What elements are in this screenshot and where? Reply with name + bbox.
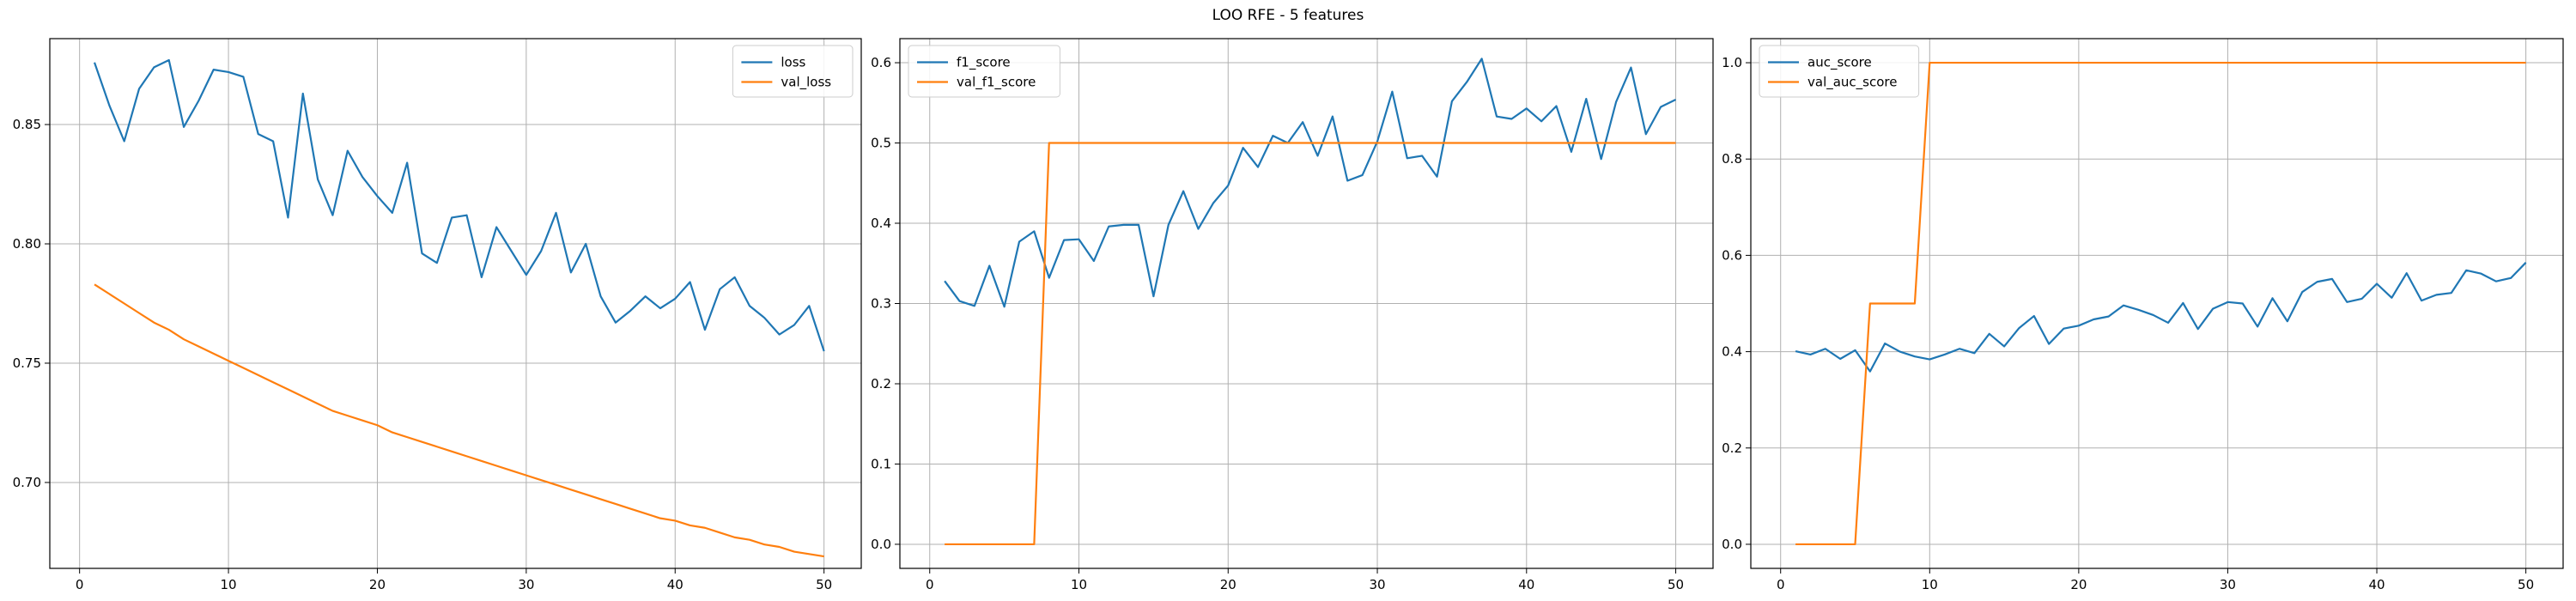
auc-score-x-tick-label: 40 bbox=[2368, 577, 2385, 592]
f1-score-y-tick-label: 0.0 bbox=[871, 537, 891, 552]
loss-y-tick-label: 0.80 bbox=[13, 236, 41, 252]
auc-score-x-tick-label: 0 bbox=[1777, 577, 1785, 592]
f1-score-x-tick-label: 30 bbox=[1369, 577, 1385, 592]
f1-score-y-tick-label: 0.4 bbox=[871, 216, 891, 231]
figure-title: LOO RFE - 5 features bbox=[1212, 7, 1364, 24]
f1-score-y-tick-label: 0.2 bbox=[871, 376, 891, 392]
auc-score-axes-frame bbox=[1750, 38, 2564, 569]
f1-score-y-tick-label: 0.1 bbox=[871, 456, 891, 471]
legend-label-loss: loss bbox=[781, 55, 805, 70]
loss-legend-box bbox=[732, 45, 854, 98]
loss-x-tick-label: 50 bbox=[816, 577, 832, 592]
auc-score-y-tick-label: 0.6 bbox=[1722, 247, 1742, 263]
f1-score-series-line-f1-score bbox=[944, 58, 1677, 308]
loss-plot-area bbox=[50, 39, 861, 568]
f1-score-x-tick-label: 0 bbox=[926, 577, 934, 592]
loss-x-tick-label: 0 bbox=[76, 577, 84, 592]
loss-x-tick-label: 30 bbox=[518, 577, 534, 592]
loss-x-tick-label: 20 bbox=[369, 577, 386, 592]
f1-score-y-tick-label: 0.5 bbox=[871, 136, 891, 151]
f1-score-series-line-val-f1-score bbox=[945, 142, 1676, 546]
legend-label-f1-score: f1_score bbox=[957, 55, 1011, 71]
legend-label-val-loss: val_loss bbox=[781, 75, 831, 91]
loss-x-tick-label: 10 bbox=[221, 577, 237, 592]
auc-score-y-tick-label: 0.4 bbox=[1722, 344, 1742, 360]
auc-score-legend-box bbox=[1759, 45, 1920, 98]
f1-score-x-tick-label: 20 bbox=[1220, 577, 1236, 592]
auc-score-x-tick-label: 50 bbox=[2518, 577, 2534, 592]
f1-score-x-tick-label: 10 bbox=[1071, 577, 1087, 592]
auc-score-y-tick-label: 1.0 bbox=[1722, 55, 1742, 70]
legend-label-val-f1-score: val_f1_score bbox=[957, 75, 1036, 91]
auc-score-series-line-val-auc-score bbox=[1795, 61, 2526, 546]
loss-y-tick-label: 0.75 bbox=[13, 355, 41, 371]
auc-score-y-tick-label: 0.2 bbox=[1722, 440, 1742, 456]
loss-series-line-val-loss bbox=[94, 283, 824, 558]
loss-y-tick-label: 0.85 bbox=[13, 117, 41, 132]
auc-score-y-tick-label: 0.0 bbox=[1722, 537, 1742, 552]
auc-score-legend: auc_score val_auc_score bbox=[1759, 45, 1920, 98]
auc-score-series-line-auc-score bbox=[1795, 262, 2527, 373]
f1-score-x-tick-label: 40 bbox=[1518, 577, 1534, 592]
loss-x-tick-label: 40 bbox=[667, 577, 683, 592]
f1-score-y-tick-label: 0.3 bbox=[871, 296, 891, 312]
loss-y-tick-label: 0.70 bbox=[13, 475, 41, 490]
legend-label-val-auc-score: val_auc_score bbox=[1807, 75, 1898, 91]
loss-axes-frame bbox=[49, 38, 862, 569]
loss-legend: loss val_loss bbox=[732, 45, 854, 98]
auc-score-y-tick-label: 0.8 bbox=[1722, 151, 1742, 167]
f1-score-legend: f1_score val_f1_score bbox=[908, 45, 1060, 98]
legend-label-auc-score: auc_score bbox=[1807, 55, 1872, 71]
f1-score-x-tick-label: 50 bbox=[1668, 577, 1684, 592]
f1-score-y-tick-label: 0.6 bbox=[871, 55, 891, 70]
auc-score-x-tick-label: 10 bbox=[1922, 577, 1938, 592]
f1-score-legend-box bbox=[908, 45, 1060, 98]
auc-score-x-tick-label: 20 bbox=[2070, 577, 2087, 592]
auc-score-x-tick-label: 30 bbox=[2220, 577, 2236, 592]
loss-series-line-loss bbox=[93, 58, 825, 352]
